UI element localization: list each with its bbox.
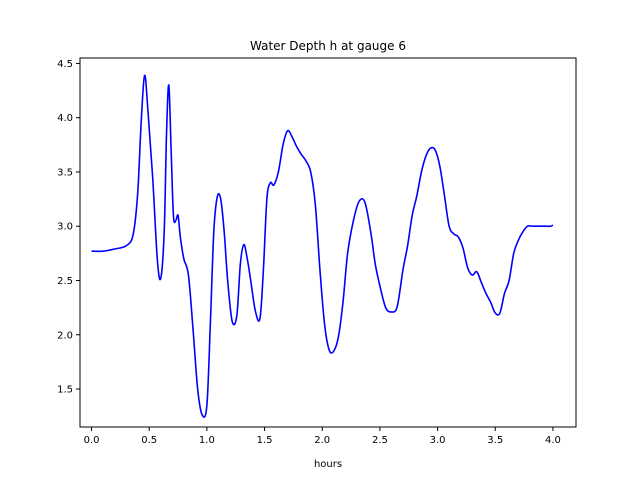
y-tick-label: 2.0 — [57, 330, 73, 341]
y-tick-label: 3.0 — [57, 222, 73, 233]
x-tick-label: 2.0 — [314, 435, 330, 446]
axis-ticks: 0.0 0.5 1.0 1.5 2.0 2.5 3.0 3.5 4.0 1.5 2.0 2.5 3.0 3… — [57, 59, 561, 446]
x-tick-label: 1.0 — [199, 435, 215, 446]
x-tick-label: 0.0 — [84, 435, 100, 446]
chart-title: Water Depth h at gauge 6 — [250, 39, 406, 53]
x-tick-label: 3.5 — [487, 435, 503, 446]
x-tick-label: 2.5 — [372, 435, 388, 446]
x-tick-label: 1.5 — [257, 435, 273, 446]
y-tick-label: 1.5 — [57, 385, 73, 396]
x-axis-label: hours — [314, 459, 342, 470]
series-line-0 — [91, 74, 554, 418]
x-tick-label: 4.0 — [545, 435, 561, 446]
y-tick-label: 2.5 — [57, 276, 73, 287]
plot-area — [91, 74, 554, 418]
y-tick-label: 4.0 — [57, 113, 73, 124]
y-tick-label: 3.5 — [57, 167, 73, 178]
y-tick-label: 4.5 — [57, 59, 73, 70]
plot-frame — [79, 57, 577, 428]
x-tick-label: 3.0 — [430, 435, 446, 446]
x-tick-label: 0.5 — [141, 435, 157, 446]
